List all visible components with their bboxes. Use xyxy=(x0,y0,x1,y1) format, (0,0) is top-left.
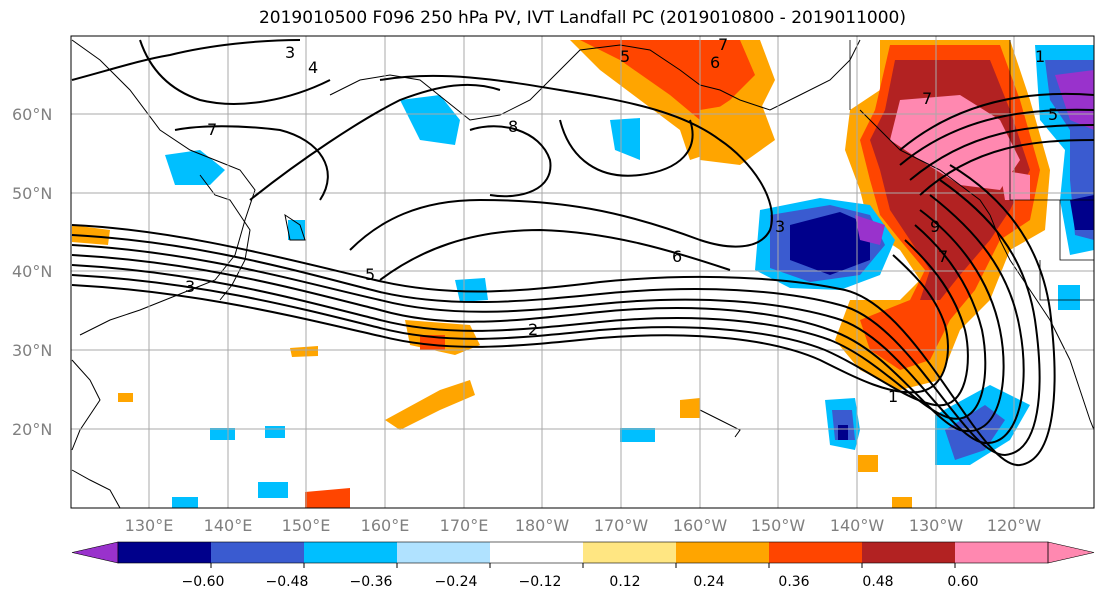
colorbar xyxy=(71,541,1095,568)
map-frame xyxy=(70,35,1095,509)
map-title: 2019010500 F096 250 hPa PV, IVT Landfall… xyxy=(258,8,906,28)
colorbar-segment xyxy=(955,542,1049,563)
lon-label: 140°W xyxy=(830,516,885,535)
ivt-contours xyxy=(71,39,1094,467)
contour-label: 2 xyxy=(528,320,538,339)
colorbar-tick-label: 0.36 xyxy=(778,574,809,590)
colorbar-tick-label: 0.48 xyxy=(862,574,893,590)
colorbar-tick-label: 0.24 xyxy=(693,574,724,590)
contour-label: 5 xyxy=(1048,105,1058,124)
contour-label: 7 xyxy=(938,247,948,266)
contour-label: 7 xyxy=(922,89,932,108)
colorbar-segment xyxy=(118,542,212,563)
lon-label: 130°E xyxy=(125,516,174,535)
contour-label: 9 xyxy=(930,217,940,236)
lat-label: 20°N xyxy=(12,420,52,439)
lon-label: 180°W xyxy=(515,516,570,535)
lon-label: 150°W xyxy=(751,516,806,535)
lon-label: 120°W xyxy=(987,516,1042,535)
lon-label: 170°E xyxy=(440,516,489,535)
colorbar-segment xyxy=(583,542,677,563)
lon-label: 140°E xyxy=(204,516,253,535)
contour-label: 3 xyxy=(775,217,785,236)
coastlines xyxy=(71,39,1094,508)
colorbar-extend-high xyxy=(1047,541,1095,564)
contour-label: 8 xyxy=(508,117,518,136)
contour-label: 5 xyxy=(365,265,375,284)
colorbar-segment xyxy=(769,542,863,563)
map-content: 3 4 5 7 7 8 6 5 3 1 2 6 9 7 3 1 5 7 xyxy=(71,35,1094,508)
colorbar-tick-label: 0.60 xyxy=(947,574,978,590)
negative-anomaly-fills xyxy=(165,45,1094,508)
colorbar-segment xyxy=(397,542,491,563)
colorbar-tick-label: −0.36 xyxy=(350,574,393,590)
colorbar-segment xyxy=(676,542,770,563)
contour-label: 1 xyxy=(888,387,898,406)
colorbar-segment xyxy=(862,542,956,563)
lat-label: 50°N xyxy=(12,184,52,203)
lon-label: 160°E xyxy=(361,516,410,535)
colorbar-tick-label: −0.48 xyxy=(266,574,309,590)
colorbar-segment xyxy=(490,542,584,563)
contour-labels: 3 4 5 7 7 8 6 5 3 1 2 6 9 7 3 1 5 7 xyxy=(185,35,1058,406)
lon-label: 150°E xyxy=(282,516,331,535)
lat-label: 60°N xyxy=(12,105,52,124)
colorbar-tick-label: −0.60 xyxy=(182,574,225,590)
latitude-labels: 60°N 50°N 40°N 30°N 20°N xyxy=(12,105,52,439)
contour-label: 4 xyxy=(308,58,318,77)
colorbar-tick-label: −0.12 xyxy=(519,574,562,590)
lon-label: 130°W xyxy=(909,516,964,535)
contour-label: 7 xyxy=(207,120,217,139)
contour-label: 1 xyxy=(1035,47,1045,66)
longitude-labels: 130°E 140°E 150°E 160°E 170°E 180°W 170°… xyxy=(125,516,1042,535)
colorbar-extend-low xyxy=(71,541,119,564)
contour-label: 5 xyxy=(620,47,630,66)
colorbar-labels: −0.60 −0.48 −0.36 −0.24 −0.12 0.12 0.24 … xyxy=(182,574,979,590)
contour-label: 3 xyxy=(285,43,295,62)
lon-label: 170°W xyxy=(594,516,649,535)
lat-label: 30°N xyxy=(12,341,52,360)
colorbar-tick-label: 0.12 xyxy=(609,574,640,590)
contour-label: 7 xyxy=(718,35,728,54)
contour-label: 6 xyxy=(710,53,720,72)
colorbar-segment xyxy=(304,542,398,563)
borders xyxy=(849,40,1094,301)
lat-label: 40°N xyxy=(12,262,52,281)
lon-label: 160°W xyxy=(673,516,728,535)
colorbar-segment xyxy=(211,542,305,563)
colorbar-tick-label: −0.24 xyxy=(435,574,478,590)
contour-label: 6 xyxy=(672,247,682,266)
contour-label: 3 xyxy=(185,277,195,296)
